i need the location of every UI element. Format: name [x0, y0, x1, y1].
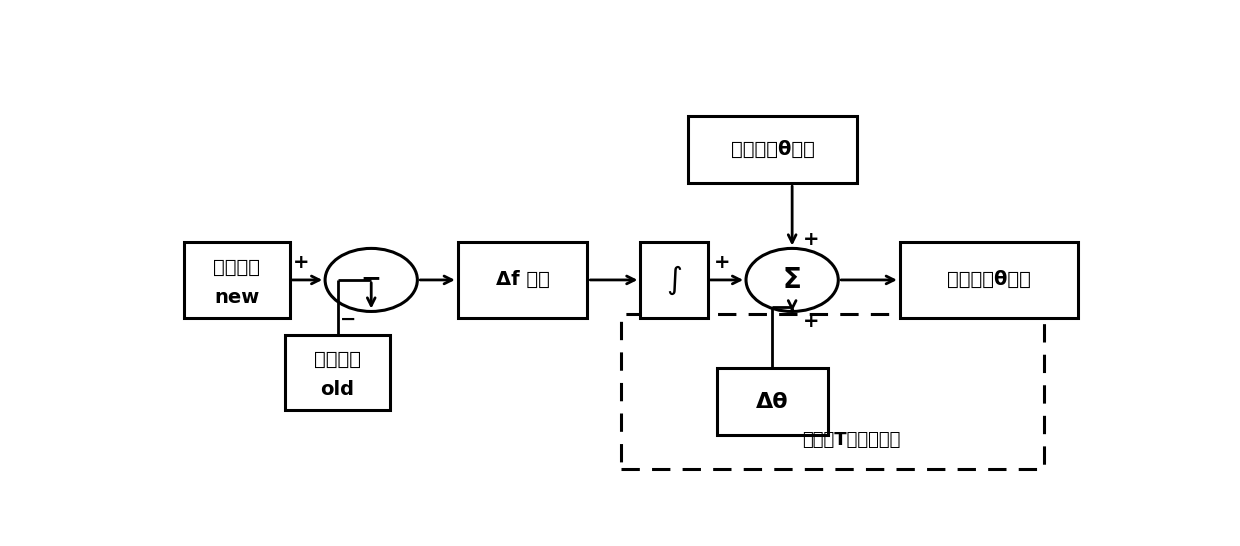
Bar: [717, 368, 828, 436]
Text: +: +: [804, 230, 820, 250]
Text: Δf 误差: Δf 误差: [496, 270, 549, 289]
Text: ∫: ∫: [666, 265, 682, 295]
Text: +: +: [293, 253, 309, 272]
Bar: [900, 242, 1078, 318]
Ellipse shape: [746, 248, 838, 311]
Bar: [688, 116, 857, 183]
Text: 电压频率: 电压频率: [213, 258, 260, 277]
Text: +: +: [714, 253, 730, 272]
Bar: [640, 242, 708, 318]
Text: −: −: [361, 266, 382, 290]
Bar: [458, 242, 588, 318]
Bar: [184, 242, 289, 318]
Text: 电压相角θ输入: 电压相角θ输入: [730, 140, 815, 159]
Text: −: −: [340, 310, 356, 329]
Bar: [285, 335, 391, 410]
Text: 周期为T的相位扰动: 周期为T的相位扰动: [802, 431, 901, 449]
Text: Σ: Σ: [782, 266, 801, 294]
Text: old: old: [321, 381, 355, 399]
Text: +: +: [804, 312, 820, 331]
Text: new: new: [215, 288, 259, 307]
Text: Δθ: Δθ: [756, 392, 789, 412]
Text: 电流相角θ输出: 电流相角θ输出: [946, 270, 1030, 289]
Ellipse shape: [325, 248, 418, 311]
Bar: [621, 313, 1044, 469]
Text: 电压频率: 电压频率: [314, 350, 361, 369]
